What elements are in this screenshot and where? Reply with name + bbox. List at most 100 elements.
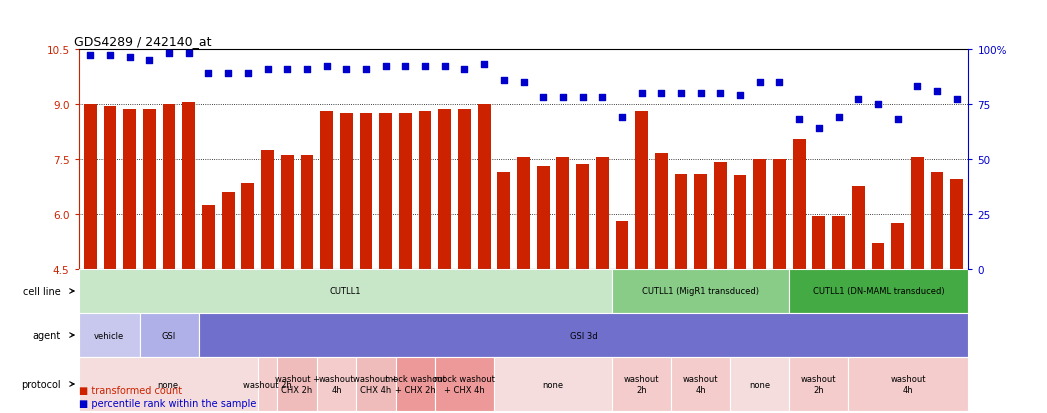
Point xyxy=(672,90,689,97)
Bar xyxy=(517,158,530,269)
Text: none: none xyxy=(542,380,563,389)
Point xyxy=(869,101,886,108)
Point xyxy=(633,90,650,97)
Bar xyxy=(182,103,195,269)
Point xyxy=(653,90,670,97)
Point xyxy=(180,51,197,57)
Point xyxy=(240,71,257,77)
Bar xyxy=(655,154,668,269)
Bar xyxy=(202,205,215,269)
Point xyxy=(397,64,414,71)
Bar xyxy=(477,104,491,269)
Point xyxy=(260,66,276,73)
Point xyxy=(949,97,965,103)
Bar xyxy=(694,174,707,269)
Bar xyxy=(320,112,333,269)
Bar xyxy=(199,313,968,357)
Bar xyxy=(616,222,628,269)
Point xyxy=(752,79,768,86)
Text: vehicle: vehicle xyxy=(94,331,125,340)
Bar xyxy=(931,172,943,269)
Text: washout
4h: washout 4h xyxy=(318,375,354,394)
Point xyxy=(574,95,591,101)
Point xyxy=(437,64,453,71)
Bar xyxy=(261,150,274,269)
Bar xyxy=(162,104,176,269)
Text: mock washout
+ CHX 4h: mock washout + CHX 4h xyxy=(435,375,495,394)
Bar xyxy=(714,163,727,269)
Bar xyxy=(612,269,789,313)
Text: ■ percentile rank within the sample: ■ percentile rank within the sample xyxy=(79,398,255,408)
Text: washout +
CHX 2h: washout + CHX 2h xyxy=(274,375,319,394)
Point xyxy=(614,114,630,121)
Point xyxy=(929,88,945,95)
Bar xyxy=(356,357,396,411)
Bar xyxy=(494,357,612,411)
Bar xyxy=(576,165,589,269)
Bar xyxy=(556,158,570,269)
Bar xyxy=(674,174,688,269)
Bar xyxy=(596,158,608,269)
Bar xyxy=(79,313,139,357)
Text: washout 2h: washout 2h xyxy=(243,380,292,389)
Bar xyxy=(812,216,825,269)
Text: washout
4h: washout 4h xyxy=(683,375,718,394)
Bar xyxy=(773,159,786,269)
Bar xyxy=(537,167,550,269)
Point xyxy=(417,64,433,71)
Bar xyxy=(891,223,904,269)
Text: CUTLL1: CUTLL1 xyxy=(330,287,361,296)
Point xyxy=(830,114,847,121)
Bar xyxy=(281,156,293,269)
Point xyxy=(810,126,827,132)
Bar xyxy=(435,357,494,411)
Bar xyxy=(143,110,156,269)
Point xyxy=(102,53,118,59)
Point xyxy=(594,95,610,101)
Point xyxy=(771,79,787,86)
Text: GSI: GSI xyxy=(162,331,176,340)
Bar xyxy=(852,187,865,269)
Text: washout
2h: washout 2h xyxy=(624,375,660,394)
Text: washout +
CHX 4h: washout + CHX 4h xyxy=(353,375,398,394)
Bar xyxy=(612,357,671,411)
Point xyxy=(358,66,375,73)
Text: protocol: protocol xyxy=(21,379,61,389)
Bar xyxy=(832,216,845,269)
Bar xyxy=(636,112,648,269)
Bar xyxy=(789,269,968,313)
Bar xyxy=(734,176,747,269)
Bar xyxy=(104,106,116,269)
Bar xyxy=(399,114,411,269)
Point xyxy=(535,95,552,101)
Point xyxy=(161,51,178,57)
Point xyxy=(279,66,295,73)
Bar xyxy=(340,114,353,269)
Point xyxy=(475,62,492,68)
Point xyxy=(220,71,237,77)
Point xyxy=(495,77,512,83)
Text: none: none xyxy=(157,380,179,389)
Point xyxy=(889,116,906,123)
Bar xyxy=(258,357,277,411)
Point xyxy=(456,66,473,73)
Text: GSI 3d: GSI 3d xyxy=(570,331,598,340)
Point xyxy=(200,71,217,77)
Text: mock washout
+ CHX 2h: mock washout + CHX 2h xyxy=(384,375,446,394)
Bar xyxy=(396,357,435,411)
Point xyxy=(141,57,158,64)
Point xyxy=(338,66,355,73)
Point xyxy=(318,64,335,71)
Point xyxy=(790,116,807,123)
Bar xyxy=(789,357,848,411)
Bar xyxy=(871,244,885,269)
Bar xyxy=(84,104,96,269)
Bar xyxy=(911,158,923,269)
Bar xyxy=(379,114,392,269)
Point xyxy=(82,53,98,59)
Bar xyxy=(793,139,805,269)
Bar xyxy=(300,156,313,269)
Point xyxy=(909,83,926,90)
Text: none: none xyxy=(750,380,771,389)
Point xyxy=(712,90,729,97)
